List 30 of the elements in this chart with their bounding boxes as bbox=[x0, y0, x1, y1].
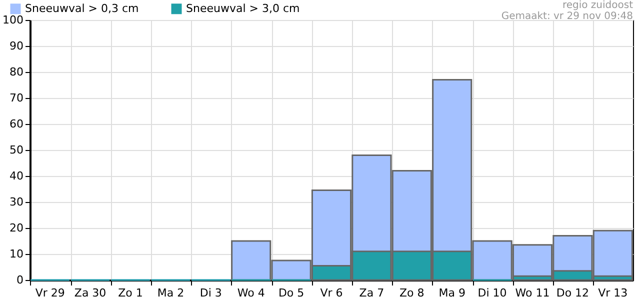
x-tick-label: Za 7 bbox=[359, 286, 384, 300]
y-tick-label: 10 bbox=[10, 248, 24, 260]
y-tick-label: 0 bbox=[16, 274, 24, 286]
legend-label: Sneeuwval > 0,3 cm bbox=[25, 2, 139, 15]
x-tick-label: Vr 6 bbox=[320, 286, 343, 300]
x-tick-label: Ma 9 bbox=[438, 286, 466, 300]
x-tick-label: Zo 1 bbox=[118, 286, 143, 300]
y-tick-label: 80 bbox=[10, 66, 24, 78]
x-tick-label: Wo 11 bbox=[515, 286, 550, 300]
x-tick-label: Di 10 bbox=[478, 286, 507, 300]
y-tick-label: 100 bbox=[2, 14, 24, 26]
y-tick-label: 70 bbox=[10, 92, 24, 104]
y-tick-label: 40 bbox=[10, 170, 24, 182]
y-tick-label: 30 bbox=[10, 196, 24, 208]
y-tick-label: 60 bbox=[10, 118, 24, 130]
legend-label: Sneeuwval > 3,0 cm bbox=[186, 2, 300, 15]
x-tick-label: Ma 2 bbox=[157, 286, 184, 300]
y-tick-label: 50 bbox=[10, 144, 24, 156]
x-tick-label: Di 3 bbox=[200, 286, 222, 300]
x-tick-label: Do 12 bbox=[556, 286, 590, 300]
y-tick-label: 20 bbox=[10, 222, 24, 234]
text: regio zuidoost bbox=[562, 0, 634, 11]
x-tick-label: Do 5 bbox=[278, 286, 304, 300]
y-tick-label: 90 bbox=[10, 40, 24, 52]
x-tick-label: Zo 8 bbox=[400, 286, 424, 300]
x-tick-label: Za 30 bbox=[74, 286, 106, 300]
annotation: Gemaakt: vr 29 nov 09:48 bbox=[501, 11, 633, 22]
x-tick-label: Vr 29 bbox=[35, 286, 65, 300]
x-tick-label: Wo 4 bbox=[237, 286, 265, 300]
x-tick-label: Vr 13 bbox=[598, 286, 628, 300]
